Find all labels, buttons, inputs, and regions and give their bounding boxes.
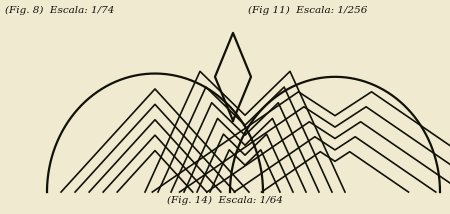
- Text: (Fig. 14)  Escala: 1/64: (Fig. 14) Escala: 1/64: [167, 196, 283, 205]
- Text: (Fig. 8)  Escala: 1/74: (Fig. 8) Escala: 1/74: [5, 6, 114, 15]
- Text: (Fig 11)  Escala: 1/256: (Fig 11) Escala: 1/256: [248, 6, 367, 15]
